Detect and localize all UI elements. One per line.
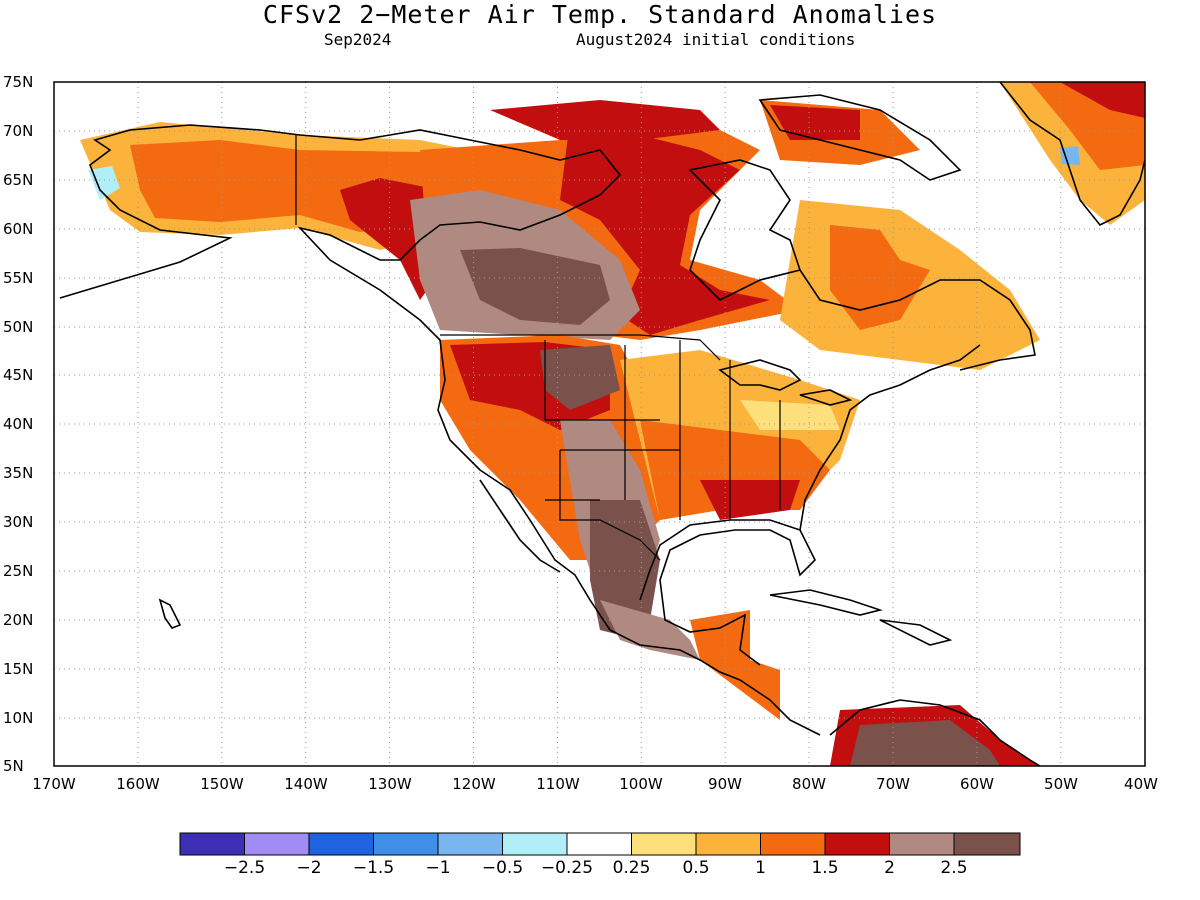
lon-label: 90W <box>708 775 742 793</box>
anomaly-region-central-mex <box>600 600 700 660</box>
colorbar-label: 0.25 <box>613 858 651 878</box>
lon-label: 60W <box>960 775 994 793</box>
anomaly-region-arctic <box>490 100 720 140</box>
lat-labels: 5N 10N 15N 20N 25N 30N 35N 40N 45N 50N 5… <box>3 73 33 775</box>
colorbar <box>179 832 1021 856</box>
lon-label: 70W <box>876 775 910 793</box>
lat-label: 5N <box>3 757 24 775</box>
anomaly-region-alaska-tip <box>88 166 120 200</box>
colorbar-label: −2.5 <box>224 858 265 878</box>
lon-label: 160W <box>116 775 160 793</box>
colorbar-swatch <box>695 832 761 856</box>
lon-label: 80W <box>792 775 826 793</box>
lat-label: 15N <box>3 660 33 678</box>
colorbar-label: 2.5 <box>940 858 967 878</box>
lon-label: 110W <box>536 775 580 793</box>
colorbar-label: −1 <box>425 858 450 878</box>
anomaly-region-greenland-cold <box>1060 146 1080 165</box>
coastlines <box>59 82 1145 766</box>
lon-labels: 170W 160W 150W 140W 130W 120W 110W 100W … <box>32 775 1158 793</box>
lon-label: 170W <box>32 775 76 793</box>
initial-conditions: August2024 initial conditions <box>576 30 856 49</box>
anomaly-region-baffin-red <box>770 105 860 140</box>
lat-label: 55N <box>3 269 33 287</box>
colorbar-label: −0.5 <box>482 858 523 878</box>
colorbar-label: −1.5 <box>353 858 394 878</box>
colorbar-label: −0.25 <box>541 858 593 878</box>
anomaly-region-ohio-valley <box>740 400 840 430</box>
anomaly-region-rockies <box>540 345 620 410</box>
lon-label: 120W <box>452 775 496 793</box>
lat-label: 60N <box>3 220 33 238</box>
lat-label: 45N <box>3 366 33 384</box>
forecast-month: Sep2024 <box>324 30 392 49</box>
anomaly-region-southeast <box>700 480 800 520</box>
colorbar-swatch <box>631 832 697 856</box>
lon-label: 140W <box>284 775 328 793</box>
anomaly-region-prairies-core <box>460 248 610 325</box>
lon-label: 50W <box>1044 775 1078 793</box>
colorbar-labels: −2.5 −2 −1.5 −1 −0.5 −0.25 0.25 0.5 1 1.… <box>224 858 968 878</box>
colorbar-swatch <box>373 832 439 856</box>
anomaly-region-venezuela-core <box>850 720 1000 766</box>
lat-label: 25N <box>3 562 33 580</box>
colorbar-label: 1.5 <box>811 858 838 878</box>
colorbar-label: 1 <box>755 858 766 878</box>
colorbar-swatch <box>953 832 1021 856</box>
colorbar-label: 2 <box>884 858 895 878</box>
lat-label: 10N <box>3 709 33 727</box>
lat-label: 40N <box>3 415 33 433</box>
lat-label: 70N <box>3 122 33 140</box>
lon-label: 100W <box>619 775 663 793</box>
lon-label: 40W <box>1124 775 1158 793</box>
lat-label: 20N <box>3 611 33 629</box>
lat-label: 75N <box>3 73 33 91</box>
political-boundaries <box>295 135 781 561</box>
gridlines <box>54 82 1145 766</box>
lat-label: 50N <box>3 318 33 336</box>
colorbar-swatch <box>437 832 503 856</box>
colorbar-swatch <box>566 832 632 856</box>
map-title: CFSv2 2−Meter Air Temp. Standard Anomali… <box>262 0 938 29</box>
lat-label: 35N <box>3 464 33 482</box>
lon-label: 130W <box>368 775 412 793</box>
colorbar-swatch <box>179 832 245 856</box>
colorbar-swatch <box>502 832 568 856</box>
colorbar-swatch <box>889 832 955 856</box>
colorbar-swatch <box>824 832 890 856</box>
lat-label: 30N <box>3 513 33 531</box>
colorbar-swatch <box>760 832 826 856</box>
anomaly-field <box>80 82 1145 766</box>
colorbar-swatch <box>308 832 374 856</box>
lat-label: 65N <box>3 171 33 189</box>
map-frame <box>53 81 1146 767</box>
anomaly-region-greenland-core <box>1060 82 1145 118</box>
anomaly-region-canada-red <box>560 120 770 335</box>
lon-label: 150W <box>200 775 244 793</box>
colorbar-swatch <box>244 832 310 856</box>
colorbar-label: 0.5 <box>682 858 709 878</box>
colorbar-label: −2 <box>296 858 321 878</box>
